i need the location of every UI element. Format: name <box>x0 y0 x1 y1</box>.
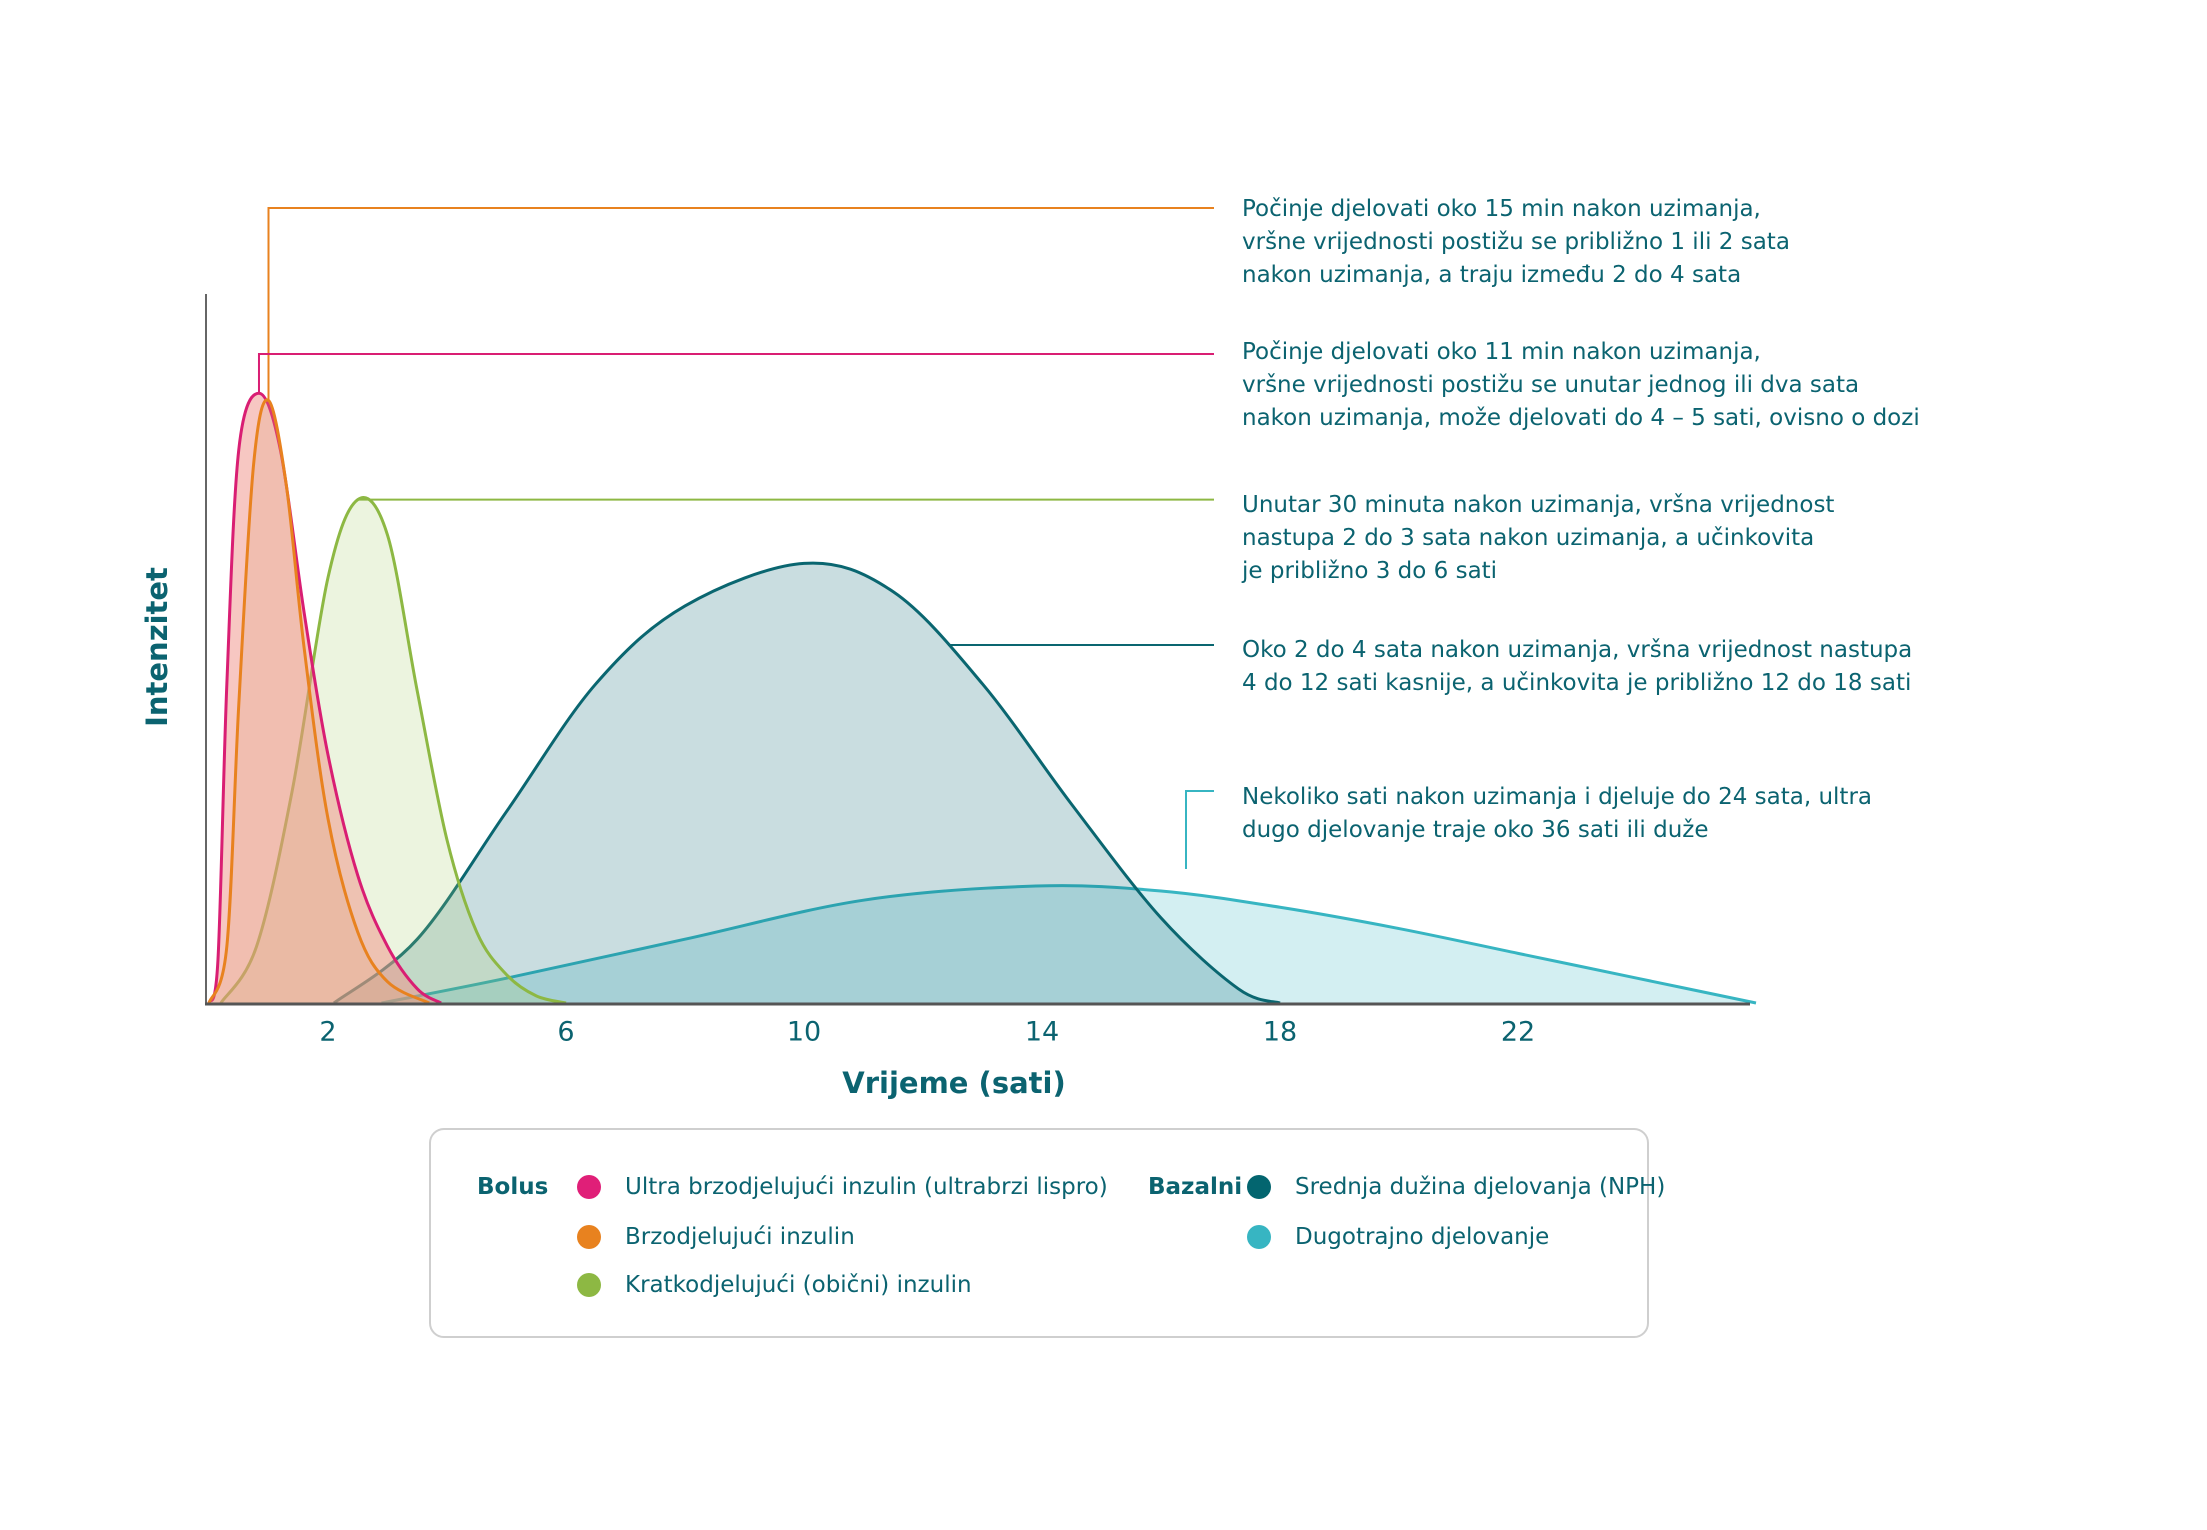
series-areas <box>207 391 1757 1005</box>
annotation-line: vršne vrijednosti postižu se približno 1… <box>1242 229 1790 255</box>
y-axis-label: Intenzitet <box>140 567 174 727</box>
legend-swatch <box>1247 1225 1271 1249</box>
annotation-line: Nekoliko sati nakon uzimanja i djeluje d… <box>1242 784 1872 810</box>
legend-label: Dugotrajno djelovanje <box>1295 1224 1549 1250</box>
area-nph <box>333 563 1280 1003</box>
annotation-green: Unutar 30 minuta nakon uzimanja, vršna v… <box>1241 492 1834 584</box>
area-pink <box>209 393 442 1003</box>
annotation-line: vršne vrijednosti postižu se unutar jedn… <box>1242 372 1859 398</box>
annotation-line: Unutar 30 minuta nakon uzimanja, vršna v… <box>1242 492 1834 518</box>
x-tick-label: 2 <box>319 1017 336 1048</box>
annotation-line: Počinje djelovati oko 11 min nakon uzima… <box>1242 339 1761 365</box>
legend-group-title: Bolus <box>477 1174 548 1200</box>
annotation-leaders <box>257 207 1214 869</box>
annotation-line: Oko 2 do 4 sata nakon uzimanja, vršna vr… <box>1242 637 1912 663</box>
legend-label: Kratkodjelujući (obični) inzulin <box>625 1272 972 1298</box>
legend-swatch <box>1247 1175 1271 1199</box>
x-tick-label: 18 <box>1263 1017 1297 1048</box>
legend-swatch <box>577 1273 601 1297</box>
line-long <box>381 884 1757 1005</box>
x-tick-label: 22 <box>1501 1017 1535 1048</box>
x-axis-label: Vrijeme (sati) <box>842 1066 1065 1100</box>
leader-orange <box>267 207 1214 401</box>
area-long <box>381 885 1756 1003</box>
x-tick-label: 6 <box>557 1017 574 1048</box>
annotation-line: nastupa 2 do 3 sata nakon uzimanja, a uč… <box>1242 525 1814 551</box>
leader-pink <box>257 353 1214 394</box>
legend-swatch <box>577 1175 601 1199</box>
legend-label: Brzodjelujući inzulin <box>625 1224 855 1250</box>
annotation-line: dugo djelovanje traje oko 36 sati ili du… <box>1242 817 1709 843</box>
legend-swatch <box>577 1225 601 1249</box>
annotation-orange: Počinje djelovati oko 15 min nakon uzima… <box>1242 196 1790 288</box>
annotation-line: nakon uzimanja, može djelovati do 4 – 5 … <box>1242 405 1920 431</box>
leader-long <box>1185 790 1214 869</box>
annotation-line: Počinje djelovati oko 15 min nakon uzima… <box>1242 196 1761 222</box>
area-orange <box>209 399 430 1003</box>
annotation-line: nakon uzimanja, a traju između 2 do 4 sa… <box>1242 262 1741 288</box>
line-nph <box>333 561 1281 1005</box>
legend-box <box>429 1128 1649 1338</box>
legend-group-title: Bazalni <box>1148 1174 1242 1200</box>
x-tick-labels: 2 6 10 14 18 22 <box>319 1017 1535 1048</box>
x-tick-label: 14 <box>1025 1017 1059 1048</box>
annotations: Počinje djelovati oko 15 min nakon uzima… <box>1241 196 1920 843</box>
annotation-long: Nekoliko sati nakon uzimanja i djeluje d… <box>1242 784 1872 843</box>
legend: Bolus Ultra brzodjelujući inzulin (ultrab… <box>477 1174 1665 1298</box>
legend-label: Srednja dužina djelovanja (NPH) <box>1295 1174 1665 1200</box>
legend-label: Ultra brzodjelujući inzulin (ultrabrzi l… <box>625 1174 1108 1200</box>
annotation-nph: Oko 2 do 4 sata nakon uzimanja, vršna vr… <box>1242 637 1912 696</box>
line-orange <box>207 398 430 1005</box>
x-tick-label: 10 <box>787 1017 821 1048</box>
annotation-line: 4 do 12 sati kasnije, a učinkovita je pr… <box>1242 670 1911 696</box>
annotation-line: je približno 3 do 6 sati <box>1241 558 1497 584</box>
annotation-pink: Počinje djelovati oko 11 min nakon uzima… <box>1242 339 1920 431</box>
